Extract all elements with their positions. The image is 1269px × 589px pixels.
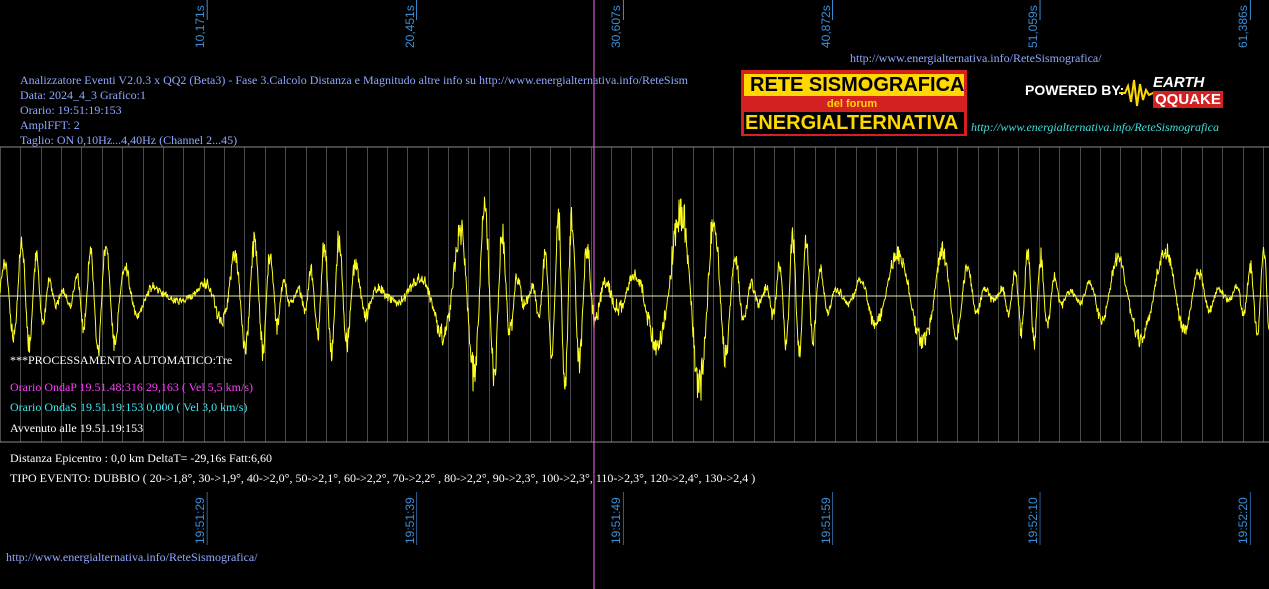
logo-powered-by-text: POWERED BY: xyxy=(1025,82,1125,98)
logo-energialternativa-text: ENERGIALTERNATIVA xyxy=(745,112,959,134)
top-tick-label: 51,059s xyxy=(1026,5,1041,48)
signal-series-line xyxy=(0,196,1269,401)
top-tick-marks xyxy=(206,0,1251,20)
bottom-tick-label: 19:51:39 xyxy=(402,497,417,544)
distanza-readout: Distanza Epicentro : 0,0 km DeltaT= -29,… xyxy=(10,451,273,465)
header-line-ampl: AmplFFT: 2 xyxy=(20,118,80,132)
logo-url[interactable]: http://www.energialternativa.info/ReteSi… xyxy=(971,120,1219,134)
top-tick-label: 20,451s xyxy=(402,5,417,48)
onda-p-readout: Orario OndaP 19.51.48:316 29,163 ( Vel 5… xyxy=(10,380,253,394)
seismograph-wave-icon xyxy=(1119,79,1159,107)
logo-qquake-text: QQUAKE xyxy=(1153,91,1223,108)
rete-sismografica-logo: RETE SISMOGRAFICA del forum ENERGIALTERN… xyxy=(741,70,1263,136)
bottom-tick-label: 19:51:49 xyxy=(609,497,624,544)
bottom-tick-label: 19:52:20 xyxy=(1236,497,1251,544)
top-tick-label: 10,171s xyxy=(193,5,208,48)
header-line-filter: Taglio: ON 0,10Hz...4,40Hz (Channel 2...… xyxy=(20,133,238,147)
avvenuto-readout: Avvenuto alle 19.51.19:153 xyxy=(10,421,144,435)
header-line-date: Data: 2024_4_3 Grafico:1 xyxy=(20,88,146,102)
logo-rete-text: RETE SISMOGRAFICA xyxy=(750,74,965,96)
top-tick-label: 61,386s xyxy=(1236,5,1251,48)
vertical-grid xyxy=(0,147,1264,442)
bottom-tick-label: 19:51:59 xyxy=(818,497,833,544)
bottom-tick-label: 19:51:29 xyxy=(193,497,208,544)
logo-delforum-text: del forum xyxy=(827,98,878,110)
logo-earth-text: EARTH xyxy=(1153,74,1205,91)
bottom-tick-marks xyxy=(206,492,1251,545)
logo-yellow-band xyxy=(744,74,964,96)
onda-s-readout: Orario OndaS 19.51.19:153 0,000 ( Vel 3,… xyxy=(10,400,248,414)
top-url[interactable]: http://www.energialternativa.info/ReteSi… xyxy=(850,51,1102,65)
footer-url[interactable]: http://www.energialternativa.info/ReteSi… xyxy=(6,550,258,564)
header-line-version: Analizzatore Eventi V2.0.3 x QQ2 (Beta3)… xyxy=(20,73,688,87)
processing-title: ***PROCESSAMENTO AUTOMATICO:Tre xyxy=(10,353,233,367)
bottom-tick-label: 19:52:10 xyxy=(1026,497,1041,544)
logo-dark-band xyxy=(744,112,964,134)
top-tick-label: 40,872s xyxy=(818,5,833,48)
header-line-time: Orario: 19:51:19:153 xyxy=(20,103,122,117)
tipo-evento-readout: TIPO EVENTO: DUBBIO ( 20->1,8°, 30->1,9°… xyxy=(10,471,756,485)
top-tick-label: 30,607s xyxy=(609,5,624,48)
